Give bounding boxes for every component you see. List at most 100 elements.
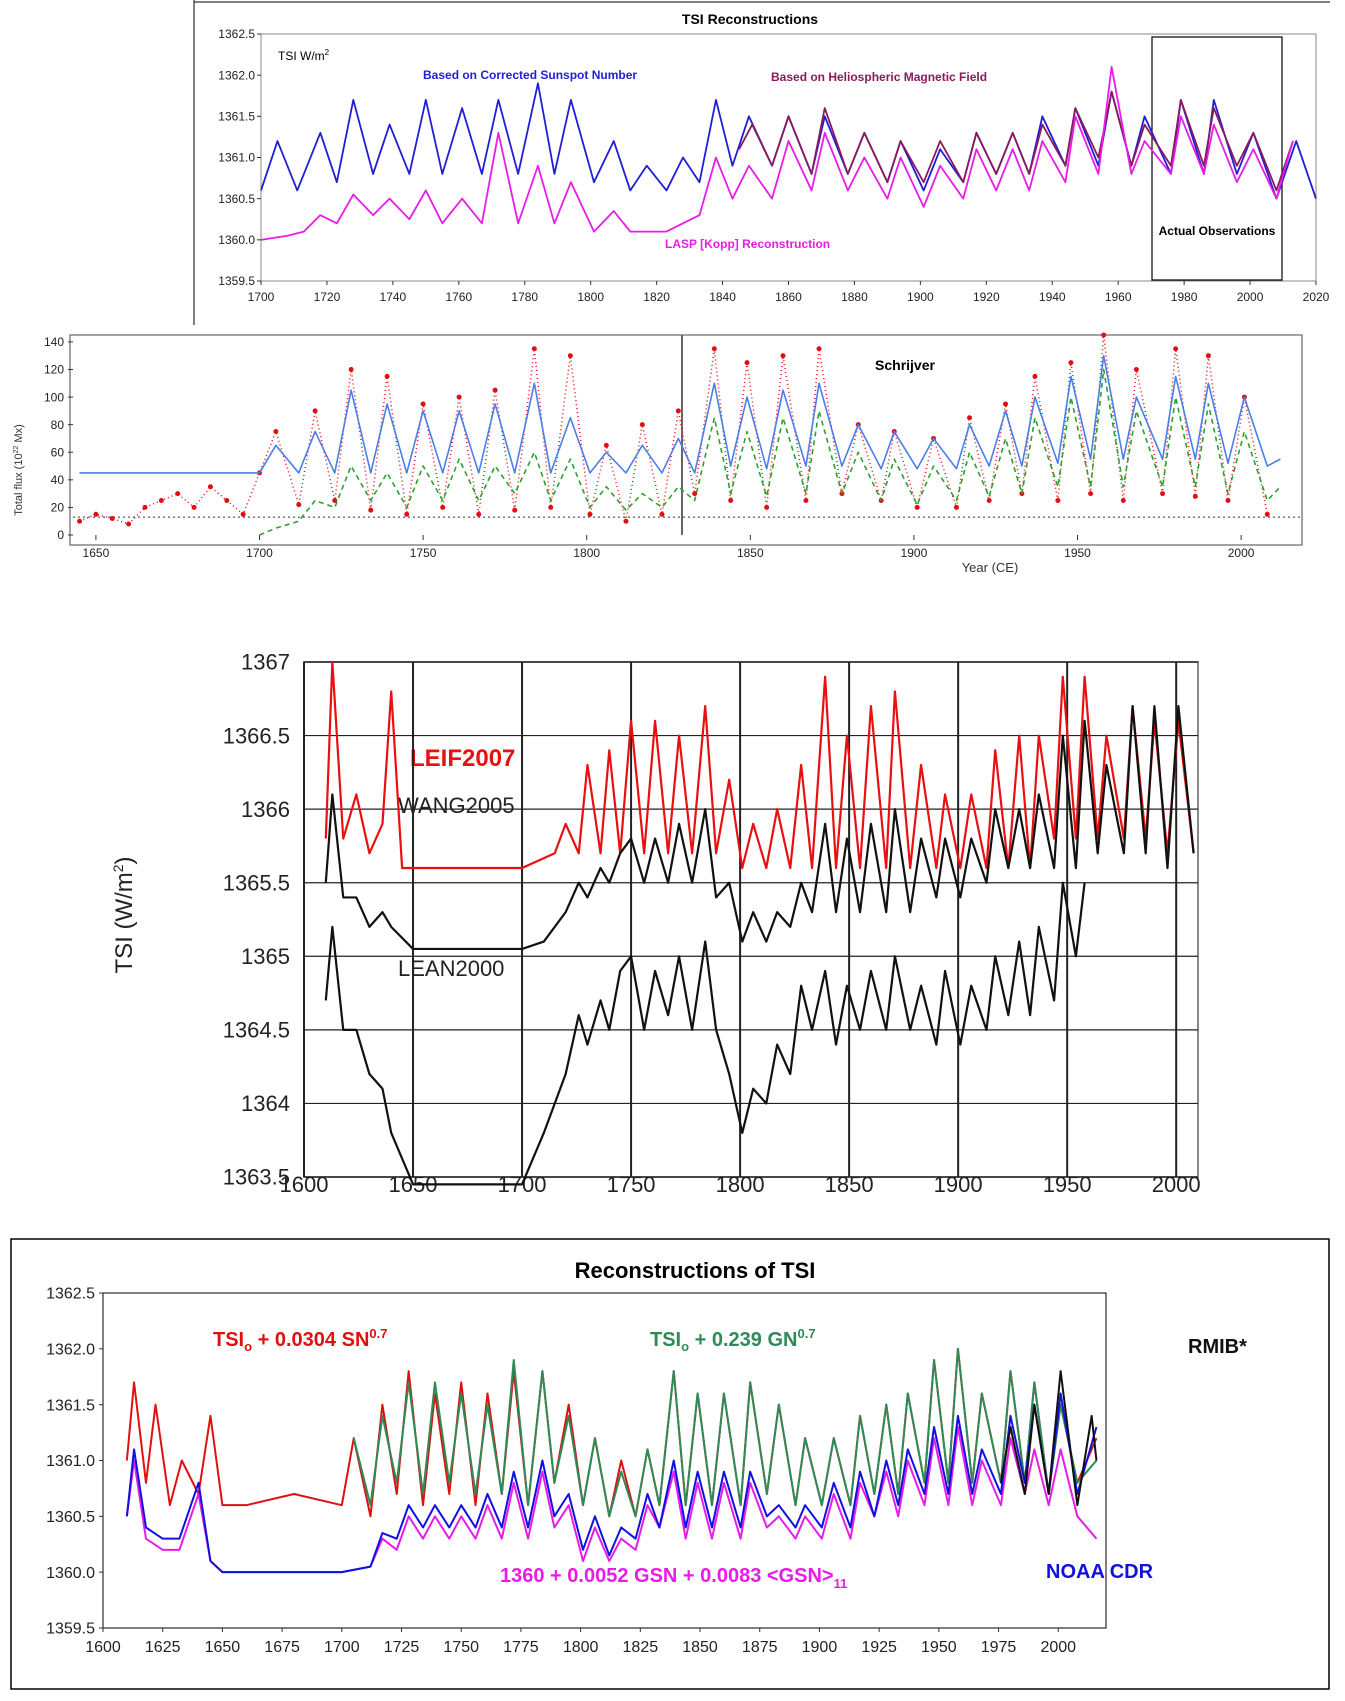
data-point <box>1055 498 1061 504</box>
x-tick-label: 1975 <box>981 1639 1017 1656</box>
tsi-reconstructions-panel: TSI Reconstructions TSI W/m2 Based on Co… <box>0 0 1345 325</box>
schrijver-chart: Schrijver Total flux (1022 Mx) Year (CE)… <box>13 332 1303 575</box>
x-tick-label: 1980 <box>1171 290 1198 304</box>
data-point <box>1032 373 1038 379</box>
x-tick-label: 1740 <box>380 290 407 304</box>
y-tick-label: 1361.5 <box>46 1397 95 1414</box>
label-lean2000: LEAN2000 <box>398 956 504 981</box>
y-tick-label: 1364 <box>241 1091 290 1116</box>
data-point <box>175 491 181 497</box>
x-tick-label: 1720 <box>314 290 341 304</box>
x-tick-label: 1950 <box>1064 546 1091 560</box>
x-tick-label: 1800 <box>573 546 600 560</box>
x-tick-label: 1900 <box>934 1172 983 1197</box>
data-point <box>1133 366 1139 372</box>
y-axis-unit: TSI W/m2 <box>278 48 330 63</box>
data-point <box>348 366 354 372</box>
label-corrected-sunspot: Based on Corrected Sunspot Number <box>423 68 637 82</box>
x-tick-label: 1675 <box>264 1639 300 1656</box>
y-tick-label: 1361.5 <box>218 110 255 124</box>
label-wang2005: WANG2005 <box>398 793 515 818</box>
series-line-based-on-heliospheric-magnetic-field <box>738 90 1294 192</box>
data-point <box>109 515 115 521</box>
y-tick-label: 1360.5 <box>46 1509 95 1526</box>
data-point <box>1003 401 1009 407</box>
x-tick-label: 1700 <box>324 1639 360 1656</box>
x-tick-label: 1850 <box>825 1172 874 1197</box>
series-line-wang2005 <box>324 705 1195 951</box>
x-tick-label: 1700 <box>248 290 275 304</box>
x-tick-label: 1700 <box>246 546 273 560</box>
data-point <box>126 521 132 527</box>
x-tick-label: 2000 <box>1040 1639 1076 1656</box>
data-point <box>332 498 338 504</box>
data-point <box>816 346 822 352</box>
data-point <box>1101 332 1107 338</box>
x-tick-label: 1900 <box>802 1639 838 1656</box>
x-tick-label: 1960 <box>1105 290 1132 304</box>
data-point <box>440 504 446 510</box>
data-point <box>803 498 809 504</box>
tsi-comparison-chart: TSI (W/m2) year LEIF2007 WANG2005 LEAN20… <box>110 650 1201 1197</box>
y-axis-label: TSI (W/m2) <box>110 856 138 973</box>
y-tick-label: 1362.5 <box>46 1286 95 1303</box>
data-point <box>659 511 665 517</box>
y-tick-label: 1367 <box>241 650 290 675</box>
x-tick-label: 1875 <box>742 1639 778 1656</box>
data-point <box>764 504 770 510</box>
x-tick-label: 1860 <box>775 290 802 304</box>
data-point <box>531 346 537 352</box>
data-point <box>492 387 498 393</box>
x-tick-label: 1750 <box>410 546 437 560</box>
data-point <box>456 394 462 400</box>
x-tick-label: 1850 <box>737 546 764 560</box>
outer-frame <box>10 1238 1330 1690</box>
label-noaa-cdr: NOAA CDR <box>1046 1561 1154 1583</box>
y-tick-label: 1366 <box>241 797 290 822</box>
y-tick-label: 0 <box>57 528 64 542</box>
tsi-reconstructions-chart: TSI Reconstructions TSI W/m2 Based on Co… <box>193 0 1330 325</box>
x-tick-label: 1825 <box>623 1639 659 1656</box>
x-tick-label: 1725 <box>384 1639 420 1656</box>
x-tick-label: 1880 <box>841 290 868 304</box>
label-leif2007: LEIF2007 <box>410 745 515 772</box>
reconstructions-of-tsi-chart: Reconstructions of TSI TSIo + 0.0304 SN0… <box>10 1238 1330 1690</box>
data-point <box>296 502 302 508</box>
data-point <box>603 442 609 448</box>
series-line-series-3 <box>259 368 1281 536</box>
schrijver-panel: Schrijver Total flux (1022 Mx) Year (CE)… <box>0 325 1345 575</box>
x-tick-label: 1780 <box>511 290 538 304</box>
x-tick-label: 1820 <box>643 290 670 304</box>
leif-wang-lean-panel: TSI (W/m2) year LEIF2007 WANG2005 LEAN20… <box>0 580 1345 1200</box>
series-line-tsio-0-239-gn0-7 <box>352 1347 1098 1518</box>
data-point <box>368 507 374 513</box>
y-tick-label: 1360.5 <box>218 192 255 206</box>
data-point <box>1173 346 1179 352</box>
series-line-lasp-kopp-reconstruction <box>260 66 1294 241</box>
y-tick-label: 1360.0 <box>218 233 255 247</box>
x-tick-label: 1760 <box>445 290 472 304</box>
data-point <box>1120 498 1126 504</box>
data-point <box>224 498 230 504</box>
x-tick-label: 1650 <box>83 546 110 560</box>
formula-sn: TSIo + 0.0304 SN0.7 <box>213 1326 387 1354</box>
x-tick-label: 1925 <box>861 1639 897 1656</box>
x-tick-label: 2000 <box>1152 1172 1201 1197</box>
x-tick-label: 2000 <box>1237 290 1264 304</box>
y-tick-label: 1365.5 <box>223 870 290 895</box>
y-tick-label: 1359.5 <box>46 1621 95 1638</box>
data-point <box>675 408 681 414</box>
x-tick-label: 1600 <box>280 1172 329 1197</box>
y-tick-label: 1365 <box>241 944 290 969</box>
data-point <box>77 518 83 524</box>
x-tick-label: 1850 <box>682 1639 718 1656</box>
data-point <box>967 415 973 421</box>
series-line-rmib <box>999 1370 1098 1507</box>
x-tick-label: 1800 <box>716 1172 765 1197</box>
series-line-noaa-cdr <box>125 1392 1098 1574</box>
data-point <box>567 353 573 359</box>
x-tick-label: 1800 <box>577 290 604 304</box>
data-point <box>711 346 717 352</box>
data-point <box>587 511 593 517</box>
x-tick-label: 2000 <box>1228 546 1255 560</box>
